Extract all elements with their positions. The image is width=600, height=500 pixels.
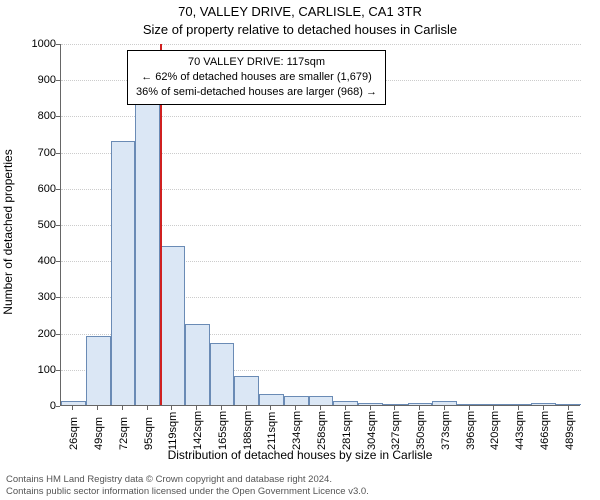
histogram-bar: [309, 396, 334, 405]
histogram-bar: [358, 403, 383, 405]
x-tick-label: 373sqm: [440, 411, 452, 450]
info-box: 70 VALLEY DRIVE: 117sqm← 62% of detached…: [127, 50, 386, 105]
x-tick-label: 443sqm: [514, 411, 526, 450]
histogram-bar: [61, 401, 86, 405]
x-tick-mark: [320, 406, 321, 410]
y-tick-mark: [56, 297, 60, 298]
histogram-bar: [333, 401, 358, 405]
x-tick-label: 466sqm: [539, 411, 551, 450]
x-tick-mark: [419, 406, 420, 410]
x-axis-label: Distribution of detached houses by size …: [0, 448, 600, 462]
x-tick-mark: [444, 406, 445, 410]
x-tick-mark: [543, 406, 544, 410]
y-tick-mark: [56, 44, 60, 45]
x-tick-label: 188sqm: [242, 411, 254, 450]
y-tick-label: 500: [16, 219, 56, 231]
x-tick-mark: [171, 406, 172, 410]
x-tick-mark: [147, 406, 148, 410]
histogram-bar: [284, 396, 309, 405]
x-tick-mark: [493, 406, 494, 410]
y-tick-mark: [56, 370, 60, 371]
chart-subtitle: Size of property relative to detached ho…: [0, 22, 600, 37]
x-tick-mark: [72, 406, 73, 410]
x-tick-label: 165sqm: [217, 411, 229, 450]
histogram-bar: [185, 324, 210, 405]
x-tick-label: 95sqm: [143, 417, 155, 450]
x-tick-label: 281sqm: [341, 411, 353, 450]
x-tick-mark: [518, 406, 519, 410]
histogram-bar: [111, 141, 136, 405]
y-tick-mark: [56, 406, 60, 407]
x-tick-mark: [97, 406, 98, 410]
x-tick-label: 142sqm: [192, 411, 204, 450]
x-tick-label: 72sqm: [118, 417, 130, 450]
histogram-bar: [135, 90, 160, 405]
y-tick-label: 300: [16, 291, 56, 303]
y-tick-mark: [56, 153, 60, 154]
x-tick-mark: [270, 406, 271, 410]
gridline: [61, 44, 581, 45]
info-box-line-3: 36% of semi-detached houses are larger (…: [136, 85, 377, 100]
y-tick-mark: [56, 80, 60, 81]
x-tick-mark: [345, 406, 346, 410]
x-tick-mark: [394, 406, 395, 410]
y-tick-mark: [56, 225, 60, 226]
x-tick-label: 350sqm: [415, 411, 427, 450]
histogram-bar: [457, 404, 482, 405]
histogram-bar: [432, 401, 457, 405]
y-tick-label: 700: [16, 147, 56, 159]
y-tick-label: 800: [16, 110, 56, 122]
footer-line-2: Contains public sector information licen…: [6, 486, 369, 498]
histogram-bar: [507, 404, 532, 405]
histogram-bar: [556, 404, 581, 405]
y-tick-label: 0: [16, 400, 56, 412]
histogram-bar: [482, 404, 507, 405]
footer-attribution: Contains HM Land Registry data © Crown c…: [6, 474, 369, 498]
x-tick-label: 119sqm: [167, 412, 179, 450]
y-tick-mark: [56, 189, 60, 190]
info-box-line-2: ← 62% of detached houses are smaller (1,…: [136, 70, 377, 85]
y-tick-label: 200: [16, 328, 56, 340]
x-tick-mark: [568, 406, 569, 410]
histogram-bar: [210, 343, 235, 405]
y-tick-label: 1000: [16, 38, 56, 50]
y-tick-label: 900: [16, 74, 56, 86]
x-tick-mark: [246, 406, 247, 410]
x-tick-label: 489sqm: [564, 411, 576, 450]
histogram-bar: [259, 394, 284, 405]
x-tick-label: 258sqm: [316, 411, 328, 450]
y-tick-mark: [56, 334, 60, 335]
y-tick-mark: [56, 116, 60, 117]
y-axis-label: Number of detached properties: [1, 149, 15, 314]
footer-line-1: Contains HM Land Registry data © Crown c…: [6, 474, 369, 486]
x-tick-label: 49sqm: [93, 417, 105, 450]
x-tick-mark: [221, 406, 222, 410]
x-tick-label: 420sqm: [489, 411, 501, 450]
histogram-bar: [531, 403, 556, 405]
x-tick-mark: [469, 406, 470, 410]
histogram-bar: [86, 336, 111, 405]
y-tick-label: 600: [16, 183, 56, 195]
chart-title-address: 70, VALLEY DRIVE, CARLISLE, CA1 3TR: [0, 4, 600, 19]
y-tick-mark: [56, 261, 60, 262]
x-tick-mark: [370, 406, 371, 410]
x-tick-label: 234sqm: [291, 411, 303, 450]
histogram-bar: [383, 404, 408, 405]
y-tick-label: 100: [16, 364, 56, 376]
x-tick-label: 211sqm: [266, 412, 278, 450]
x-tick-label: 327sqm: [390, 411, 402, 450]
x-tick-label: 396sqm: [465, 411, 477, 450]
histogram-bar: [160, 246, 185, 405]
x-tick-label: 304sqm: [366, 411, 378, 450]
histogram-bar: [408, 403, 433, 405]
histogram-bar: [234, 376, 259, 405]
x-tick-mark: [122, 406, 123, 410]
y-tick-label: 400: [16, 255, 56, 267]
x-tick-label: 26sqm: [68, 417, 80, 450]
x-tick-mark: [295, 406, 296, 410]
x-tick-mark: [196, 406, 197, 410]
info-box-line-1: 70 VALLEY DRIVE: 117sqm: [136, 55, 377, 70]
